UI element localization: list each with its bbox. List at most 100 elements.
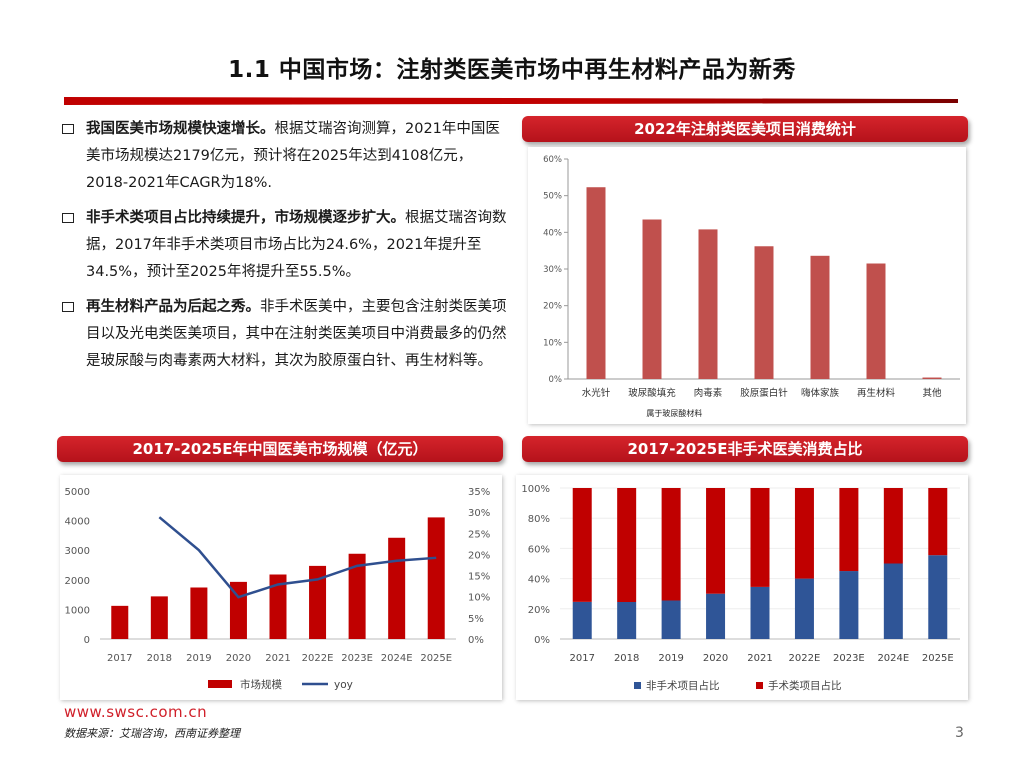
page-title: 1.1 中国市场：注射类医美市场中再生材料产品为新秀 xyxy=(228,57,796,83)
y2-tick-label: 0% xyxy=(468,635,484,646)
y2-tick-label: 30% xyxy=(468,508,490,519)
checkbox-bullet-icon xyxy=(62,302,74,312)
bullet-list: 我国医美市场规模快速增长。根据艾瑞咨询测算，2021年中国医美市场规模达2179… xyxy=(62,116,510,383)
x-tick-label: 玻尿酸填充 xyxy=(628,387,676,399)
legend-label: 市场规模 xyxy=(240,678,282,691)
y2-tick-label: 5% xyxy=(468,614,484,625)
bar xyxy=(348,553,366,639)
y-tick-label: 1000 xyxy=(65,605,90,616)
bar xyxy=(586,187,606,379)
bar-nonsurgical xyxy=(883,563,903,639)
bar-surgical xyxy=(794,488,814,579)
chart-panel-injection: 0% 10% 20% 30% 40% 50% 60% 水光针 玻尿酸填充 肉毒素 胶原蛋白针 嗨体家族… xyxy=(528,147,966,424)
x-tick-label: 胶原蛋白针 xyxy=(740,387,788,399)
nonsurgical-share-chart: 0% 20% 40% 60% 80% 100% 2017 2018 2019 2020 2021 20… xyxy=(521,484,960,692)
chart-panel-nonsurgical: 0% 20% 40% 60% 80% 100% 2017 2018 2019 2020 2021 20… xyxy=(516,475,968,700)
y-tick-label: 3000 xyxy=(65,546,90,557)
y2-tick-label: 20% xyxy=(468,550,490,561)
bullet-text: 根据艾瑞咨询测算，2021年中国医美市场规模达2179亿元，预计将在2025年达… xyxy=(86,121,500,191)
bar-surgical xyxy=(617,488,637,603)
footer-url[interactable]: www.swsc.com.cn xyxy=(64,703,208,721)
y-tick-label: 0 xyxy=(84,635,90,646)
y-tick-label: 5000 xyxy=(65,487,90,498)
y2-tick-label: 25% xyxy=(468,529,490,540)
bullet-text: 非手术医美中，主要包含注射类医美项目以及光电类医美项目，其中在注射类医美项目中消… xyxy=(86,299,507,369)
bar-surgical xyxy=(839,488,859,572)
chart-title-nonsurgical: 2017-2025E非手术医美消费占比 xyxy=(522,436,968,462)
legend-label: yoy xyxy=(334,679,353,691)
legend-label: 手术类项目占比 xyxy=(768,679,842,692)
checkbox-bullet-icon xyxy=(62,213,74,223)
y-tick-label: 80% xyxy=(528,514,550,525)
bar-nonsurgical xyxy=(750,586,770,639)
bar xyxy=(309,565,327,639)
y-tick-label: 0% xyxy=(549,375,563,385)
x-tick-label: 再生材料 xyxy=(857,387,896,399)
bar xyxy=(150,596,168,639)
bar-nonsurgical xyxy=(572,601,592,639)
bullet-item: 我国医美市场规模快速增长。根据艾瑞咨询测算，2021年中国医美市场规模达2179… xyxy=(62,116,510,197)
y-tick-label: 100% xyxy=(521,484,550,495)
x-tick-label: 嗨体家族 xyxy=(801,387,840,399)
x-tick-label: 2019 xyxy=(186,653,211,664)
chart-panel-market: 0 1000 2000 3000 4000 5000 0% 5% 10% 15% 20% 25% 30%… xyxy=(60,475,502,700)
bullet-heading: 我国医美市场规模快速增长。 xyxy=(86,121,275,137)
x-tick-label: 2021 xyxy=(747,653,772,664)
bar-surgical xyxy=(572,488,592,602)
bullet-heading: 非手术类项目占比持续提升，市场规模逐步扩大。 xyxy=(86,210,405,226)
y-tick-label: 40% xyxy=(543,228,562,238)
x-tick-label: 2023E xyxy=(833,653,865,664)
bar-nonsurgical xyxy=(661,600,681,639)
y-tick-label: 10% xyxy=(543,338,562,348)
chart-title-injection: 2022年注射类医美项目消费统计 xyxy=(522,116,968,142)
bar xyxy=(111,605,129,639)
footer-source: 数据来源：艾瑞咨询，西南证券整理 xyxy=(64,727,240,740)
x-tick-label: 水光针 xyxy=(582,387,611,399)
bar xyxy=(388,537,406,639)
bar-surgical xyxy=(928,488,948,556)
bar xyxy=(810,255,830,379)
y2-tick-label: 35% xyxy=(468,487,490,498)
y-tick-label: 4000 xyxy=(65,517,90,528)
bar xyxy=(754,246,774,379)
bar xyxy=(190,587,208,639)
bar xyxy=(427,517,445,639)
bar-nonsurgical xyxy=(617,602,637,639)
bar xyxy=(922,377,942,379)
x-tick-label: 2019 xyxy=(658,653,683,664)
y-tick-label: 20% xyxy=(543,302,562,312)
bar-surgical xyxy=(706,488,726,594)
x-tick-label: 2017 xyxy=(569,653,594,664)
legend-label: 非手术项目占比 xyxy=(646,679,720,692)
y-tick-label: 0% xyxy=(534,635,550,646)
chart-title-market: 2017-2025E年中国医美市场规模（亿元） xyxy=(57,436,503,462)
checkbox-bullet-icon xyxy=(62,124,74,134)
y-tick-label: 50% xyxy=(543,192,562,202)
x-tick-label: 2021 xyxy=(265,653,290,664)
bullet-heading: 再生材料产品为后起之秀。 xyxy=(86,299,260,315)
legend-swatch xyxy=(634,682,641,689)
bar-nonsurgical xyxy=(839,571,859,639)
bar-surgical xyxy=(750,488,770,587)
x-tick-label: 2025E xyxy=(420,653,452,664)
x-tick-label: 其他 xyxy=(922,387,942,399)
x-tick-label: 2025E xyxy=(922,653,954,664)
x-tick-label: 2018 xyxy=(614,653,639,664)
x-tick-label: 2024E xyxy=(877,653,909,664)
market-size-chart: 0 1000 2000 3000 4000 5000 0% 5% 10% 15% 20% 25% 30%… xyxy=(65,487,491,691)
y-tick-label: 60% xyxy=(543,155,562,165)
bar xyxy=(642,219,662,379)
bar xyxy=(698,229,718,379)
bar-surgical xyxy=(661,488,681,601)
yoy-line xyxy=(158,516,437,599)
bar-nonsurgical xyxy=(928,555,948,639)
y-tick-label: 60% xyxy=(528,544,550,555)
x-tick-label: 2020 xyxy=(226,653,251,664)
bar-nonsurgical xyxy=(706,593,726,639)
y-tick-label: 40% xyxy=(528,575,550,586)
bar xyxy=(269,574,287,639)
x-tick-label: 2023E xyxy=(341,653,373,664)
y-tick-label: 2000 xyxy=(65,576,90,587)
title-underline xyxy=(64,97,958,105)
bullet-item: 再生材料产品为后起之秀。非手术医美中，主要包含注射类医美项目以及光电类医美项目，… xyxy=(62,294,510,375)
